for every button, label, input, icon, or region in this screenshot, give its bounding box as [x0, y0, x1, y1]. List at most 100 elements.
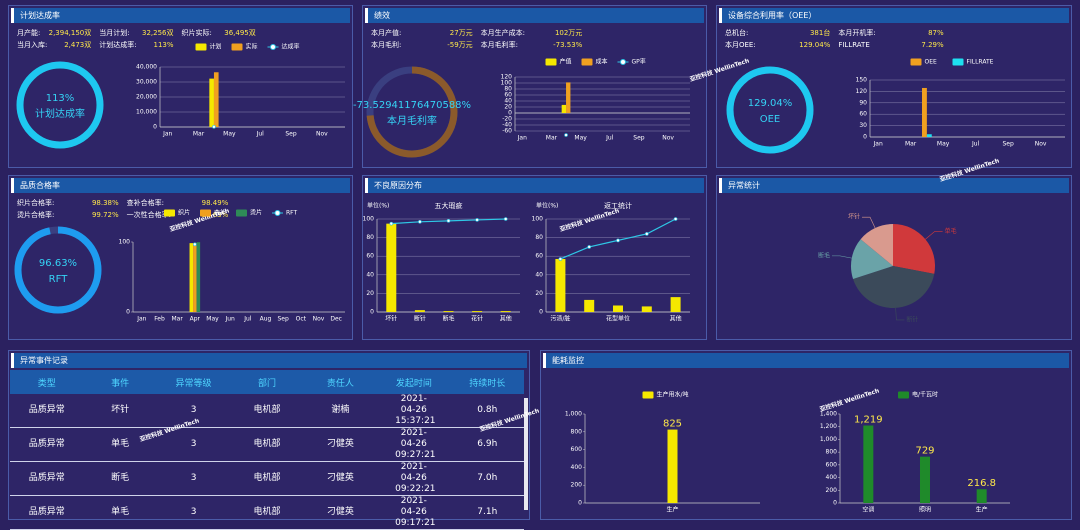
legend-swatch [545, 58, 557, 66]
bar [566, 82, 571, 113]
bar [926, 134, 932, 137]
kpi: 计划达成率: 113% [99, 39, 181, 51]
line-point [587, 245, 592, 249]
x-tick-label: Jul [971, 141, 980, 148]
legend-label: 达成率 [282, 43, 300, 51]
table-cell: 3 [156, 495, 231, 530]
bar [920, 456, 930, 503]
table-cell: 刁健英 [303, 461, 378, 496]
kpi-value: 381台 [809, 29, 831, 37]
legend-swatch [236, 209, 247, 217]
panel: 不良原因分布 [362, 175, 707, 340]
x-tick-label: Nov [1035, 141, 1047, 148]
bar [561, 104, 567, 113]
legend-label: RFT [286, 210, 298, 217]
y-tick-label: 60 [859, 111, 867, 118]
kpi-value: 99.72% [91, 211, 119, 219]
y-tick-label: 600 [571, 446, 583, 453]
kpi-label: 烫片合格率: [17, 211, 55, 219]
kpi-value: -59万元 [447, 41, 473, 49]
legend-label: 査补 [214, 209, 226, 217]
kpi-value: -73.53% [553, 41, 583, 49]
x-tick-label: Jan [162, 131, 172, 138]
y-tick-label: 100 [119, 239, 131, 246]
bar [189, 243, 194, 312]
legend-label: 成本 [596, 58, 608, 66]
watermark: 亚控科技 WellinTech [939, 156, 1001, 183]
kpi-value: 2,394,150双 [48, 29, 92, 37]
legend-label: FILLRATE [967, 59, 994, 66]
legend-swatch [200, 209, 211, 217]
y-tick-label: 80 [535, 234, 543, 241]
bar [213, 72, 219, 127]
kpi-value: 102万元 [554, 29, 583, 37]
column-header: 事件 [83, 370, 157, 394]
x-tick-label: May [206, 316, 219, 323]
leader-line [925, 231, 943, 240]
y-tick-label: 400 [826, 474, 838, 481]
x-tick-label: Jul [256, 131, 265, 138]
line-point [503, 217, 508, 221]
pie-slice [860, 224, 893, 266]
table-cell: 3 [156, 394, 231, 428]
kpi-value: 36,495双 [224, 29, 256, 37]
x-tick-label: Sep [633, 135, 645, 142]
x-tick-label: 花型单位 [606, 315, 630, 323]
gauge-arc [726, 66, 814, 154]
table-cell: 品质异常 [10, 394, 84, 428]
y-tick-label: 200 [826, 487, 838, 494]
legend-label: 计划 [210, 43, 222, 51]
panel-title: 绩效 [365, 8, 704, 23]
legend-swatch [642, 391, 654, 399]
watermark: 亚控科技 WellinTech [479, 406, 541, 433]
y-tick-label: 1,400 [820, 411, 837, 418]
pie-label: 单毛 [945, 227, 957, 235]
x-tick-label: 坏针 [385, 315, 397, 323]
panel-title: 计划达成率 [11, 8, 350, 23]
table-cell: 2021-04-26 09:27:21 [377, 427, 451, 462]
x-tick-label: May [937, 141, 950, 148]
x-tick-label: Mar [546, 135, 558, 142]
x-tick-label: Jul [243, 316, 252, 323]
kpi: 本月生产成本: 102万元 [481, 27, 591, 39]
table-cell: 电机部 [230, 495, 304, 530]
kpi-value: 113% [153, 41, 174, 49]
panel: 计划达成率 月产能: 2,394,150双 当月计划: 32,256双 织片实际: 36,4… [8, 5, 353, 168]
column-header: 责任人 [303, 370, 378, 394]
x-tick-label: Sep [278, 316, 290, 323]
kpi-label: 本月OEE: [725, 41, 756, 49]
kpi-label: 总机台: [725, 29, 749, 37]
legend-label: 实际 [246, 43, 258, 51]
y-tick-label: 80 [504, 86, 512, 93]
y-tick-label: 90 [859, 99, 867, 106]
kpi-label: 本月产值: [371, 29, 402, 37]
y-tick-label: 200 [571, 482, 583, 489]
y-tick-label: 10,000 [136, 109, 157, 116]
legend-label: 电/千瓦时 [912, 391, 938, 399]
scrollbar[interactable] [524, 398, 528, 510]
bar [555, 258, 566, 312]
x-tick-label: May [574, 135, 587, 142]
gauge-label: 计划达成率 [35, 107, 85, 120]
x-tick-label: Feb [154, 316, 165, 323]
gauge-label: 本月毛利率 [387, 114, 437, 127]
x-tick-label: Mar [193, 131, 205, 138]
bar [196, 242, 201, 312]
legend-swatch [270, 44, 276, 50]
data-label: 216.8 [967, 478, 996, 489]
y-tick-label: -60 [502, 128, 512, 135]
gauge-arc [14, 226, 102, 314]
y-tick-label: 800 [826, 449, 838, 456]
data-label: 1,219 [854, 415, 883, 426]
kpi-label: 查补合格率: [126, 199, 165, 207]
kpi: 本月毛利: -59万元 [371, 39, 481, 51]
column-header: 类型 [10, 370, 84, 394]
kpi: 总机台: 381台 [725, 27, 838, 39]
line-point [644, 232, 649, 236]
bar [386, 223, 397, 312]
x-tick-label: 照明 [919, 507, 931, 514]
legend-label: OEE [925, 59, 938, 66]
pie-label: 坏针 [848, 213, 860, 221]
legend-swatch [164, 209, 175, 217]
panel-title: 不良原因分布 [365, 178, 704, 193]
